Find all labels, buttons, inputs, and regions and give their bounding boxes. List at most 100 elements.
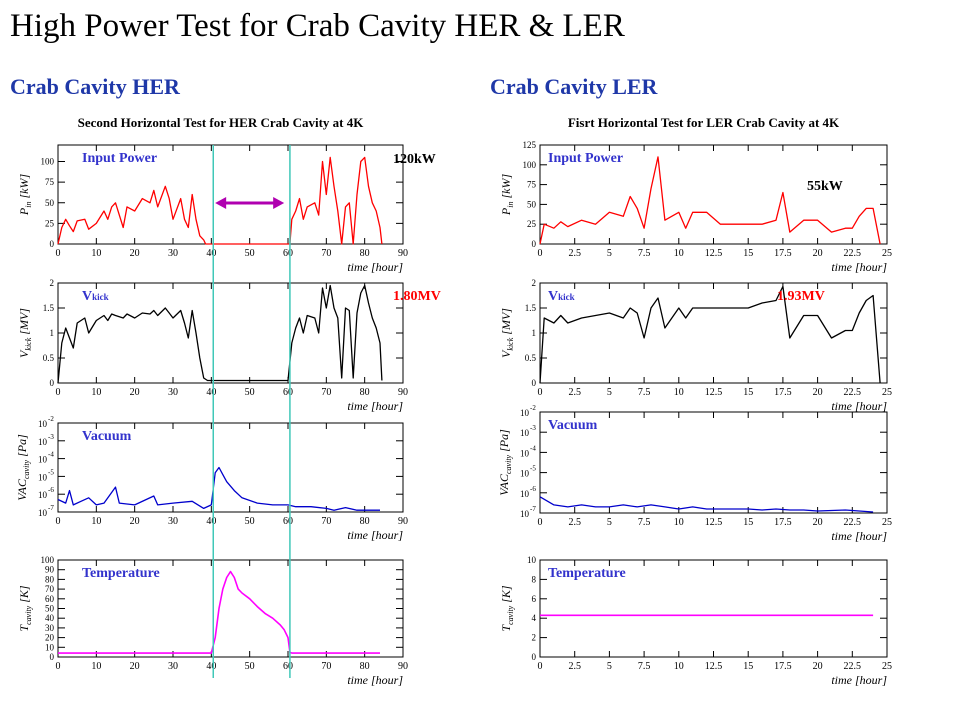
ler-vacuum-y-tick-label: 10 [520,448,530,458]
ler-vkick-x-tick-label: 25 [882,387,892,398]
her-power-x-tick-label: 50 [245,248,255,259]
ler-vacuum-y-tick-exponent: -3 [530,424,536,432]
her-temperature-x-label: time [hour] [347,673,403,687]
ler-power-x-tick-label: 5 [607,248,612,259]
her-power-x-tick-label: 10 [91,248,101,259]
ler-plot-title: Fisrt Horizontal Test for LER Crab Cavit… [568,115,840,130]
ler-vkick-x-tick-label: 20 [813,387,823,398]
her-vkick-y-tick-label: 1.5 [43,303,55,313]
ler-power-annotation: 55kW [807,179,843,194]
her-heading: Crab Cavity HER [10,74,180,99]
ler-vacuum-y-tick-label: 10 [520,489,530,499]
ler-temperature-y-tick-label: 4 [532,613,537,623]
ler-vkick-x-tick-label: 15 [743,387,753,398]
her-power-x-tick-label: 0 [56,248,61,259]
ler-vacuum-y-tick-exponent: -2 [530,404,536,412]
ler-vkick-y-label: Vkick [MV] [499,308,515,358]
her-power-series-line [57,156,383,245]
her-temperature-x-tick-label: 60 [283,661,293,672]
her-power-annotation: 120kW [393,152,436,167]
ler-vkick-plot-frame [539,282,888,384]
ler-vacuum-x-tick-label: 17.5 [774,517,792,528]
ler-temperature-x-tick-label: 22.5 [844,661,862,672]
ler-power-x-tick-label: 2.5 [568,248,581,259]
ler-power-x-tick-label: 0 [538,248,543,259]
her-temperature-x-tick-label: 40 [206,661,216,672]
her-vkick-x-tick-label: 0 [56,387,61,398]
her-power-x-tick-label: 20 [130,248,140,259]
ler-power-x-tick-label: 17.5 [774,248,792,259]
her-temperature-y-tick-label: 90 [45,565,55,575]
ler-power-y-tick-label: 125 [523,140,537,150]
her-vacuum-y-tick-label: 10 [38,508,48,518]
ler-power-y-label: Pin [kW] [499,174,515,217]
her-temperature-label: Temperature [82,566,160,581]
ler-vacuum-x-tick-label: 22.5 [844,517,862,528]
ler-vkick-x-tick-label: 17.5 [774,387,792,398]
ler-vkick-x-tick-label: 10 [674,387,684,398]
her-vacuum-y-tick-label: 10 [38,455,48,465]
ler-temperature-y-tick-label: 0 [532,652,537,662]
her-vkick-x-tick-label: 20 [130,387,140,398]
her-power-x-tick-label: 70 [321,248,331,259]
ler-vacuum-y-tick-exponent: -5 [530,465,536,473]
ler-temperature-x-label: time [hour] [831,673,887,687]
her-temperature-x-tick-label: 30 [168,661,178,672]
ler-temperature-label: Temperature [548,566,626,581]
ler-temperature-x-tick-label: 7.5 [638,661,651,672]
her-vacuum-x-tick-label: 40 [206,516,216,527]
her-vacuum-x-label: time [hour] [347,528,403,542]
ler-temperature-y-tick-label: 8 [532,574,537,584]
her-power-x-tick-label: 30 [168,248,178,259]
her-temperature-x-tick-label: 90 [398,661,408,672]
her-power-x-tick-label: 90 [398,248,408,259]
her-power-x-tick-label: 80 [360,248,370,259]
her-vkick-y-tick-label: 0 [50,378,55,388]
her-temperature-x-tick-label: 10 [91,661,101,672]
her-vkick-y-tick-label: 0.5 [43,353,55,363]
ler-power-y-tick-label: 0 [532,239,537,249]
ler-power-x-tick-label: 12.5 [705,248,723,259]
ler-vacuum-x-label: time [hour] [831,529,887,543]
her-vkick-y-tick-label: 2 [50,278,55,288]
ler-vacuum-x-tick-label: 7.5 [638,517,651,528]
ler-vkick-label: Vkick [548,289,575,304]
ler-vacuum-y-tick-label: 10 [520,469,530,479]
ler-temperature-x-tick-label: 17.5 [774,661,792,672]
her-vkick-x-label: time [hour] [347,399,403,413]
ler-vacuum-label: Vacuum [548,418,598,433]
ler-vacuum-y-tick-exponent: -7 [530,505,536,513]
her-vacuum-plot-frame [57,422,404,513]
her-vacuum-y-tick-exponent: -6 [48,486,54,494]
ler-vacuum-y-tick-label: 10 [520,509,530,519]
her-vacuum-y-tick-label: 10 [38,490,48,500]
ler-vacuum-x-tick-label: 2.5 [568,517,581,528]
ler-temperature-x-tick-label: 15 [743,661,753,672]
ler-power-x-tick-label: 15 [743,248,753,259]
ler-vkick-y-tick-label: 0.5 [525,353,537,363]
ler-temperature-x-tick-label: 20 [813,661,823,672]
her-vkick-x-tick-label: 80 [360,387,370,398]
ler-power-x-tick-label: 7.5 [638,248,651,259]
ler-temperature-y-tick-label: 2 [532,633,537,643]
her-power-y-label: Pin [kW] [17,174,33,217]
ler-power-y-tick-label: 100 [523,160,537,170]
ler-power-x-tick-label: 25 [882,248,892,259]
ler-vacuum-y-tick-exponent: -4 [530,444,536,452]
her-vacuum-y-tick-exponent: -4 [48,451,54,459]
ler-vacuum-x-tick-label: 20 [813,517,823,528]
ler-power-label: Input Power [548,151,623,166]
her-vacuum-x-tick-label: 20 [130,516,140,527]
her-temperature-x-tick-label: 20 [130,661,140,672]
her-temperature-y-tick-label: 100 [41,555,55,565]
her-vkick-series-line [57,284,383,384]
her-vkick-label: Vkick [82,289,109,304]
her-power-y-tick-label: 50 [45,198,55,208]
her-vkick-y-label: Vkick [MV] [17,308,33,358]
ler-vkick-y-tick-label: 0 [532,378,537,388]
ler-power-x-tick-label: 20 [813,248,823,259]
ler-power-y-tick-label: 25 [527,219,537,229]
her-power-x-tick-label: 40 [206,248,216,259]
ler-vacuum-x-tick-label: 10 [674,517,684,528]
